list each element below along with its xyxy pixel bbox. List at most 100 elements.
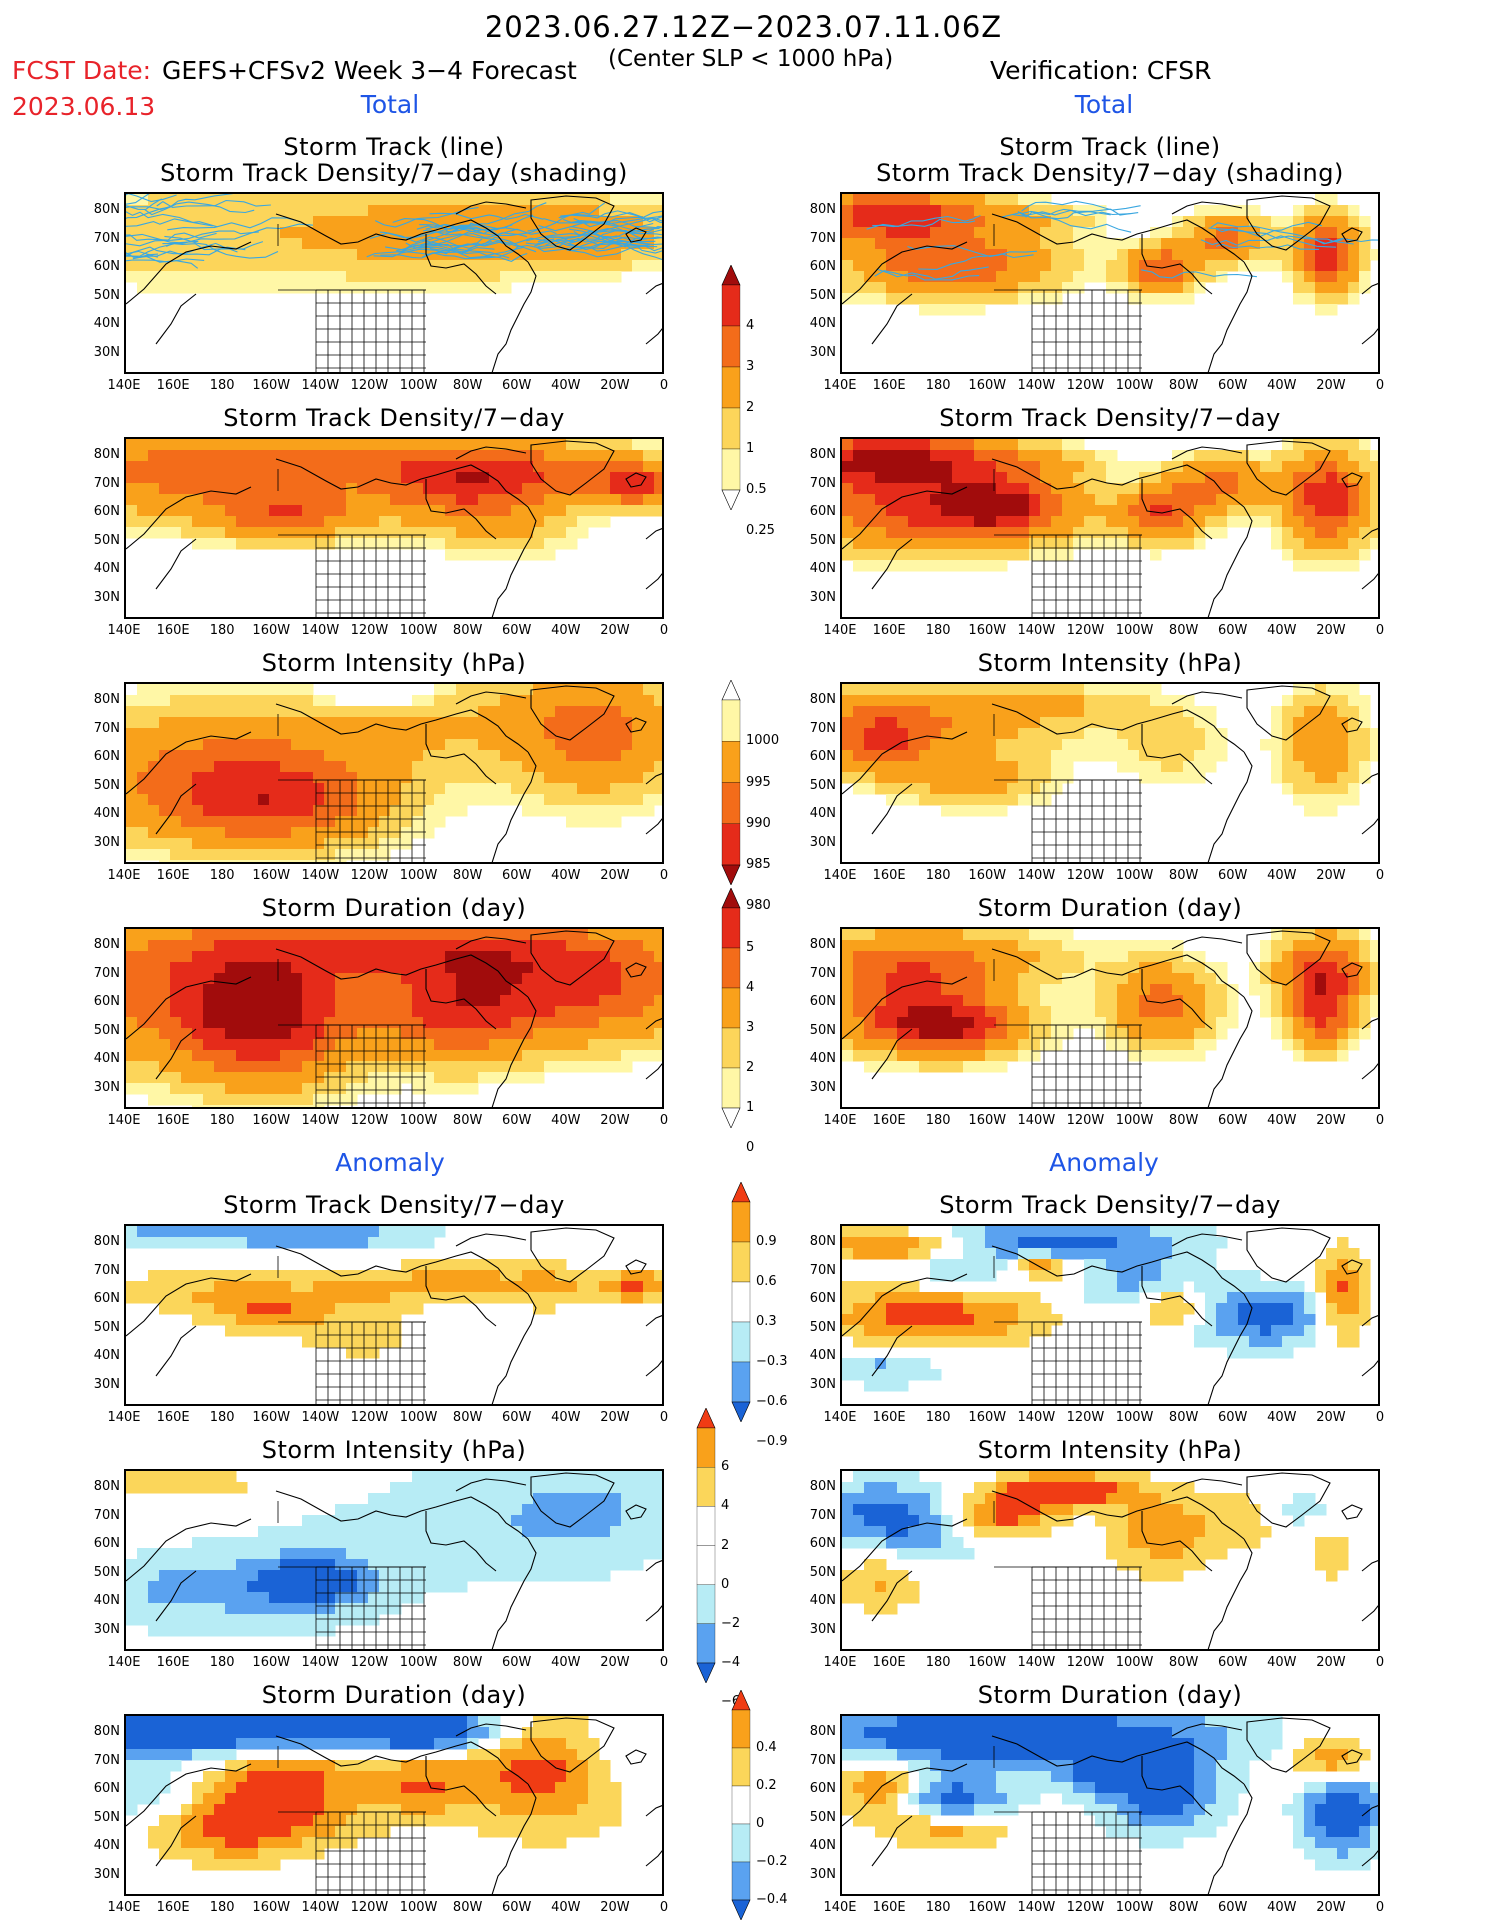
field-cell	[544, 1270, 556, 1282]
field-cell	[159, 1471, 171, 1483]
field-cell	[236, 1727, 248, 1739]
field-cell	[511, 684, 523, 696]
field-cell	[456, 1493, 468, 1505]
field-cell	[996, 472, 1008, 484]
field-cell	[864, 560, 876, 572]
field-cell	[566, 1017, 578, 1029]
field-cell	[555, 216, 567, 228]
field-cell	[533, 929, 545, 941]
field-cell	[346, 1303, 358, 1315]
coastline	[645, 1605, 662, 1622]
field-cell	[280, 1017, 292, 1029]
field-cell	[533, 1471, 545, 1483]
field-cell	[357, 282, 369, 294]
field-cell	[159, 827, 171, 839]
map-canvas	[842, 439, 1378, 617]
field-cell	[170, 816, 182, 828]
field-cell	[390, 505, 402, 517]
field-cell	[467, 1006, 479, 1018]
field-cell	[291, 750, 303, 762]
field-cell	[919, 260, 931, 272]
field-cell	[126, 483, 138, 495]
field-cell	[522, 984, 534, 996]
field-cell	[412, 1537, 424, 1549]
field-cell	[203, 1028, 215, 1040]
field-cell	[555, 761, 567, 773]
field-cell	[412, 995, 424, 1007]
field-cell	[1172, 516, 1184, 528]
field-cell	[952, 227, 964, 239]
field-cell	[214, 205, 226, 217]
field-cell	[897, 494, 909, 506]
coastline	[155, 1028, 197, 1080]
field-cell	[1040, 494, 1052, 506]
field-cell	[368, 783, 380, 795]
field-cell	[588, 516, 600, 528]
field-cell	[522, 549, 534, 561]
field-cell	[225, 238, 237, 250]
field-cell	[302, 1614, 314, 1626]
field-cell	[247, 772, 259, 784]
field-cell	[379, 1050, 391, 1062]
field-cell	[357, 1292, 369, 1304]
field-cell	[1106, 494, 1118, 506]
field-cell	[258, 717, 270, 729]
field-cell	[1117, 516, 1129, 528]
field-cell	[577, 1782, 589, 1794]
field-cell	[566, 940, 578, 952]
field-cell	[302, 516, 314, 528]
field-cell	[225, 1061, 237, 1073]
field-cell	[291, 1039, 303, 1051]
field-cell	[291, 1325, 303, 1337]
field-cell	[1216, 205, 1228, 217]
field-cell	[324, 1515, 336, 1527]
field-cell	[588, 805, 600, 817]
field-cell	[236, 951, 248, 963]
field-cell	[588, 1738, 600, 1750]
field-cell	[544, 1537, 556, 1549]
field-cell	[203, 717, 215, 729]
field-cell	[313, 838, 325, 850]
field-cell	[1073, 216, 1085, 228]
field-cell	[566, 1804, 578, 1816]
field-cell	[555, 1727, 567, 1739]
field-cell	[346, 1504, 358, 1516]
field-cell	[1172, 216, 1184, 228]
field-cell	[599, 717, 611, 729]
field-cell	[566, 1537, 578, 1549]
field-cell	[225, 1226, 237, 1238]
field-cell	[390, 483, 402, 495]
field-cell	[390, 1336, 402, 1348]
field-cell	[897, 238, 909, 250]
coastline	[991, 458, 1108, 490]
field-cell	[357, 1303, 369, 1315]
field-cell	[500, 1760, 512, 1772]
field-cell	[1073, 684, 1085, 696]
field-cell	[291, 995, 303, 1007]
field-cell	[368, 483, 380, 495]
field-cell	[302, 1094, 314, 1106]
field-cell	[533, 472, 545, 484]
field-cell	[864, 483, 876, 495]
field-cell	[412, 717, 424, 729]
field-cell	[247, 1083, 259, 1095]
field-cell	[445, 794, 457, 806]
field-cell	[1029, 483, 1041, 495]
field-cell	[280, 1006, 292, 1018]
field-cell	[434, 1471, 446, 1483]
field-cell	[269, 483, 281, 495]
field-cell	[875, 538, 887, 550]
field-cell	[159, 695, 171, 707]
field-cell	[170, 684, 182, 696]
field-cell	[159, 1017, 171, 1029]
field-cell	[390, 1303, 402, 1315]
panel-title-intensity: Storm Intensity (hPa)	[261, 649, 527, 677]
field-cell	[864, 450, 876, 462]
field-cell	[930, 205, 942, 217]
field-cell	[368, 1083, 380, 1095]
field-cell	[236, 282, 248, 294]
field-cell	[445, 282, 457, 294]
storm-track-line	[535, 245, 658, 253]
field-cell	[335, 783, 347, 795]
field-cell	[489, 516, 501, 528]
